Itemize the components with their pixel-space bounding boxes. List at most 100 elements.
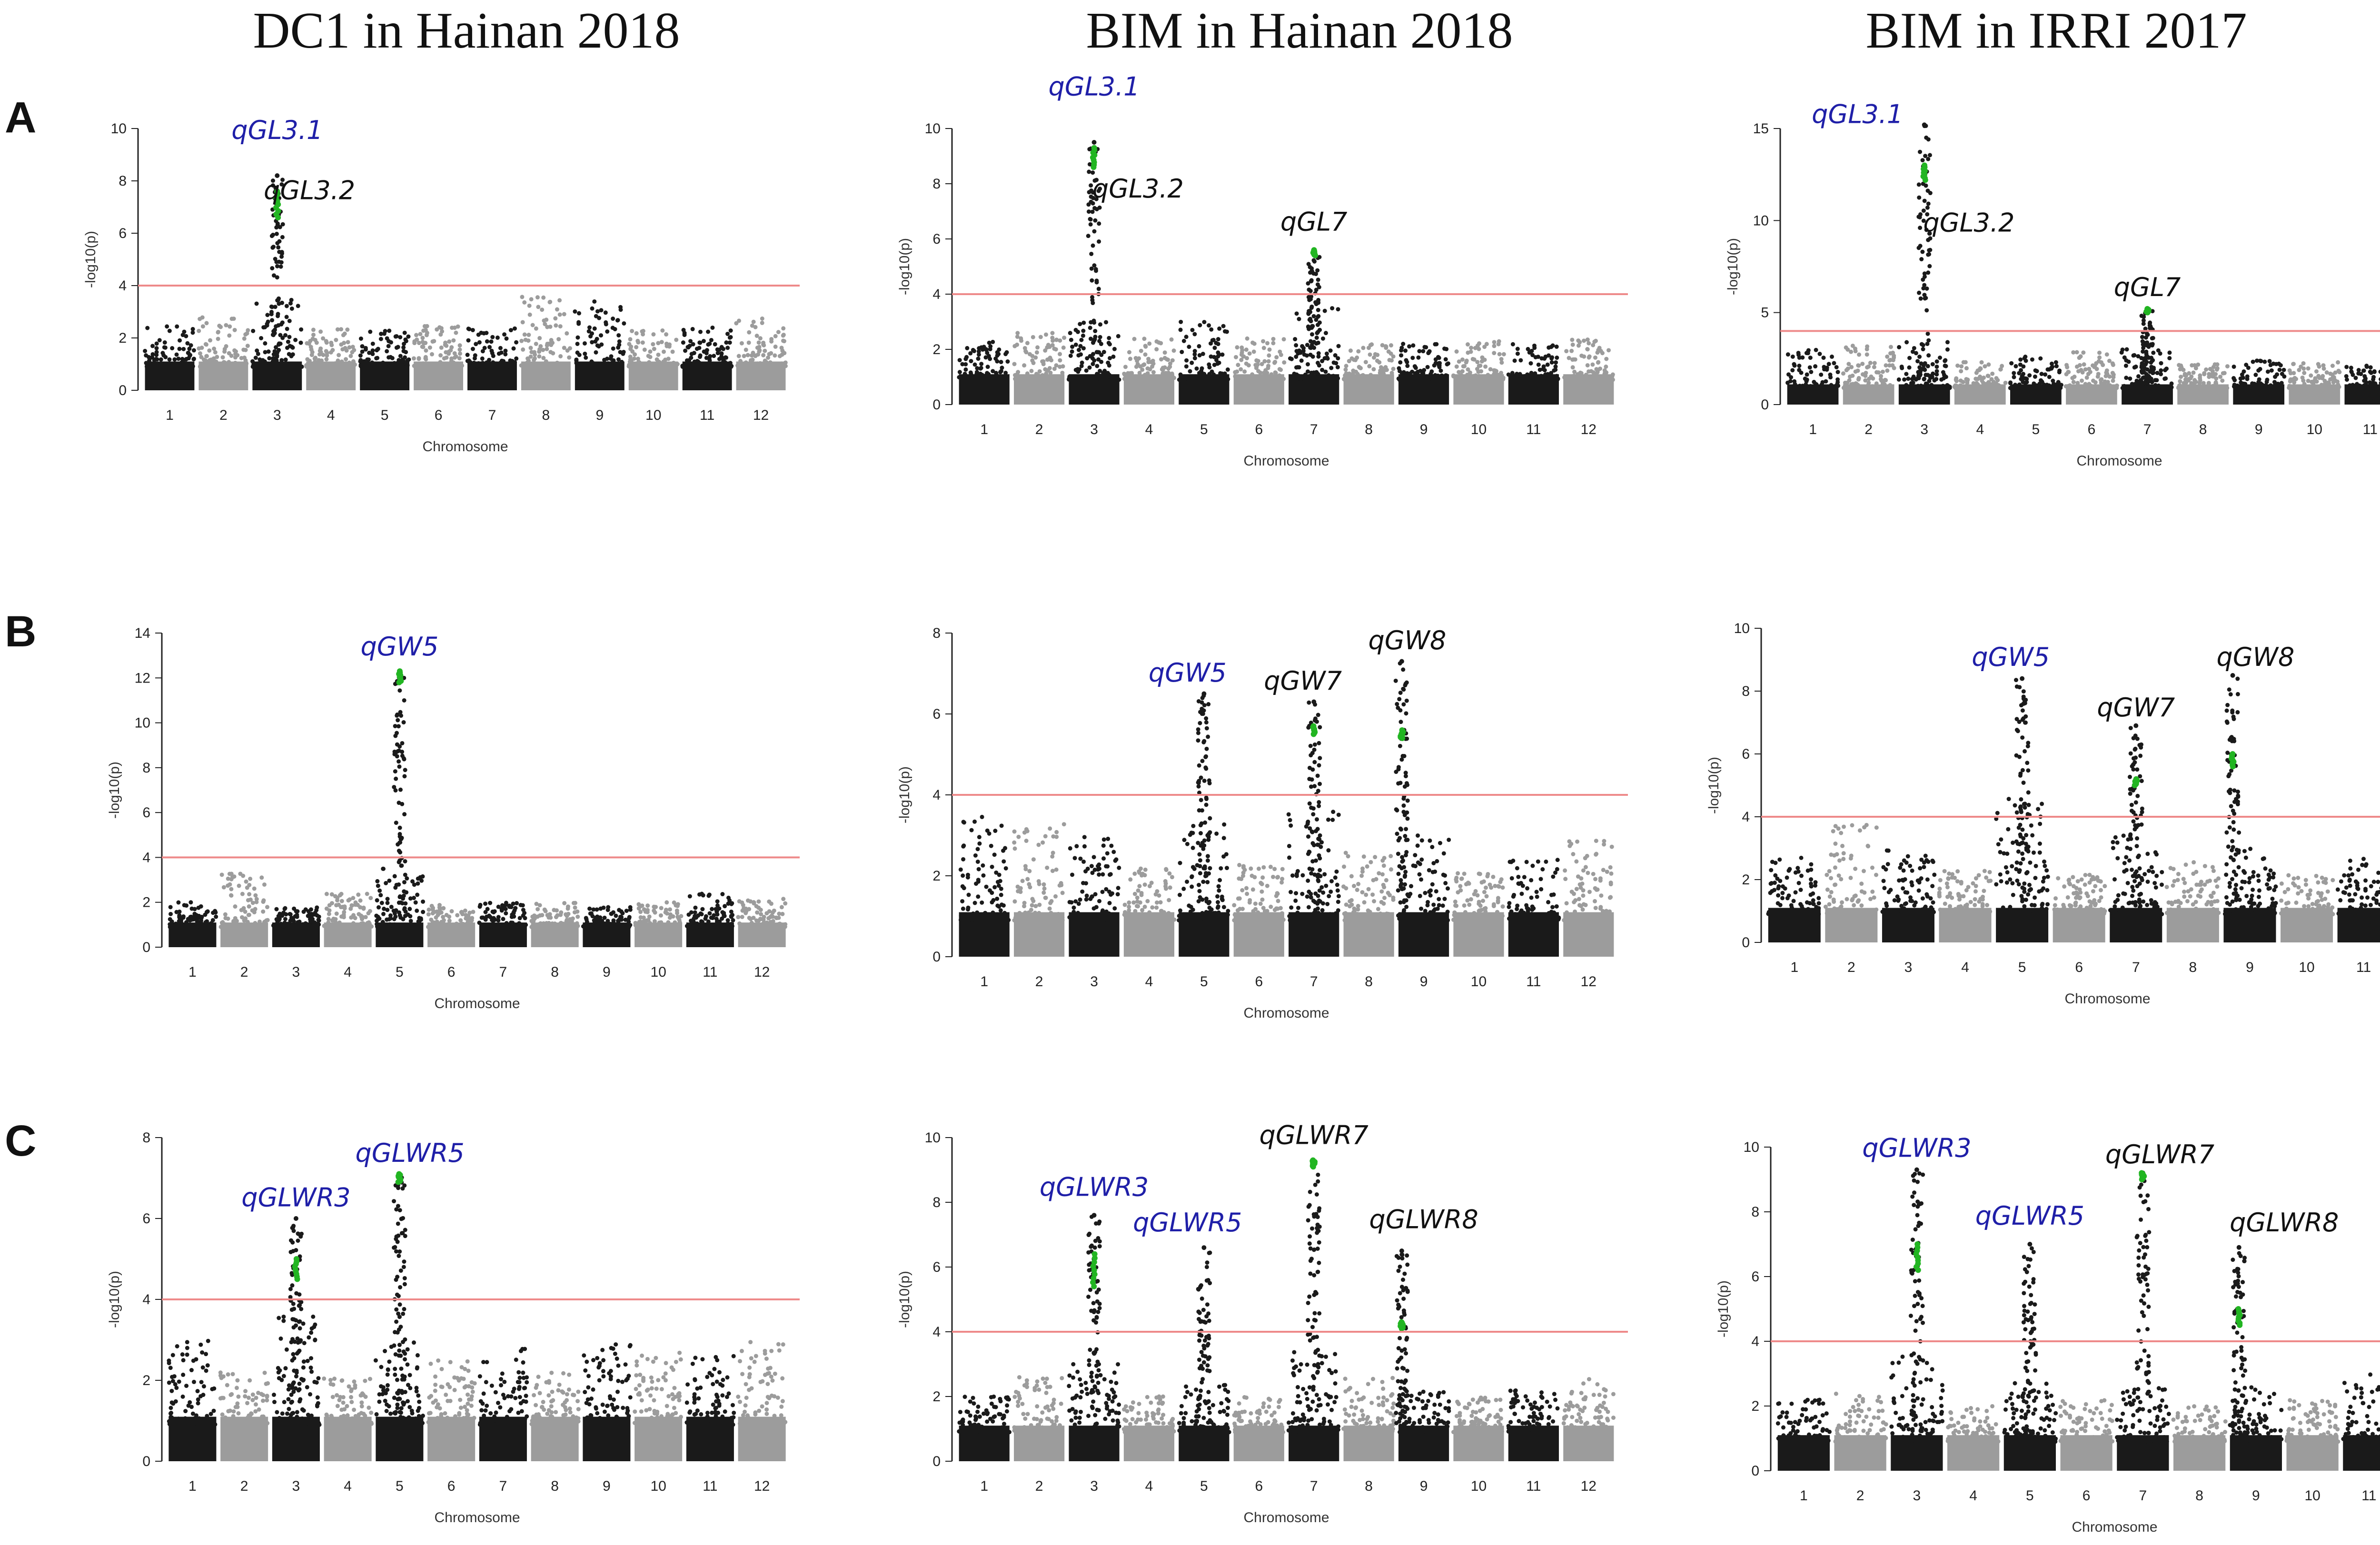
snp-point	[229, 353, 234, 358]
snp-point	[1398, 360, 1403, 365]
snp-point	[963, 367, 968, 372]
snp-point	[466, 327, 471, 331]
snp-point	[694, 915, 699, 920]
snp-point	[1076, 369, 1081, 374]
snp-point	[1250, 375, 1255, 379]
snp-point	[384, 881, 388, 885]
snp-point	[2123, 363, 2128, 368]
snp-point	[1384, 346, 1388, 350]
snp-point	[1184, 335, 1189, 339]
y-tick-label: 0	[1761, 397, 1769, 413]
snp-point	[706, 342, 711, 347]
snp-point	[1171, 348, 1176, 353]
snp-point	[448, 348, 453, 353]
snp-point	[558, 324, 563, 329]
snp-point	[2344, 365, 2349, 369]
snp-point	[642, 347, 647, 352]
snp-point	[1247, 351, 1252, 356]
snp-point	[2156, 348, 2161, 353]
snp-point	[313, 337, 317, 342]
snp-point	[397, 882, 401, 887]
snp-point	[595, 364, 600, 369]
snp-point	[454, 354, 458, 359]
snp-point	[698, 353, 703, 358]
snp-point	[349, 903, 354, 908]
snp-point	[1381, 374, 1386, 378]
snp-point	[1080, 360, 1084, 365]
snp-point	[1297, 317, 1301, 321]
snp-point	[2179, 375, 2183, 379]
snp-point	[276, 296, 281, 301]
snp-point	[528, 354, 533, 359]
snp-point	[2344, 377, 2349, 382]
snp-point	[1365, 377, 1369, 382]
x-axis-label: Chromosome	[1243, 453, 1329, 469]
snp-point	[595, 343, 600, 348]
chromosome-tick-label: 11	[700, 407, 714, 423]
snp-point	[1140, 377, 1144, 382]
snp-point	[396, 842, 400, 847]
snp-point	[1372, 355, 1377, 360]
snp-point	[2178, 379, 2182, 384]
snp-point	[681, 340, 685, 345]
snp-point	[426, 912, 431, 917]
snp-point	[687, 894, 692, 899]
snp-point	[451, 360, 456, 365]
snp-point	[450, 326, 455, 330]
snp-point	[1422, 368, 1427, 373]
snp-point	[573, 309, 577, 314]
snp-point	[1087, 169, 1091, 174]
snp-point	[504, 911, 508, 916]
qtl-label-qgl3-2: qGL3.2	[1092, 174, 1184, 204]
snp-point	[1547, 345, 1551, 350]
snp-point	[1890, 363, 1895, 368]
snp-point	[1908, 386, 1913, 390]
snp-point	[1324, 351, 1329, 356]
snp-point	[647, 914, 652, 919]
snp-point	[760, 320, 764, 325]
snp-point	[403, 901, 408, 906]
snp-point	[1434, 342, 1439, 347]
y-tick-label: 8	[932, 625, 941, 641]
snp-point	[593, 339, 598, 344]
snp-point	[2291, 362, 2296, 366]
snp-point	[1591, 374, 1596, 378]
snp-point	[1825, 367, 1829, 372]
snp-point	[158, 364, 162, 369]
snp-point	[361, 921, 366, 926]
snp-point	[262, 361, 267, 366]
snp-point	[215, 361, 219, 366]
snp-point	[2370, 384, 2375, 388]
snp-point	[293, 337, 298, 342]
snp-point	[178, 338, 182, 343]
snp-point	[396, 718, 400, 723]
snp-point	[2141, 318, 2146, 323]
snp-point	[1316, 307, 1320, 312]
snp-point	[443, 364, 447, 369]
snp-point	[397, 759, 401, 764]
snp-point	[2095, 374, 2100, 379]
snp-point	[169, 911, 173, 916]
snp-point	[1303, 372, 1308, 377]
snp-point	[1254, 358, 1259, 363]
snp-point	[749, 922, 754, 927]
snp-point	[1479, 359, 1484, 364]
snp-point	[449, 356, 454, 361]
snp-point	[1068, 353, 1073, 358]
snp-point	[1879, 374, 1884, 378]
snp-point	[2231, 364, 2236, 369]
snp-point	[399, 836, 404, 841]
snp-point	[1129, 371, 1134, 376]
snp-point	[1805, 377, 1809, 382]
snp-point	[649, 364, 654, 368]
snp-point	[2306, 366, 2311, 371]
snp-point	[1917, 195, 1922, 200]
snp-point	[740, 924, 744, 929]
snp-point	[1315, 376, 1319, 380]
snp-point	[779, 905, 784, 910]
snp-point	[296, 304, 300, 308]
chromosome-tick-label: 10	[1471, 422, 1487, 437]
snp-point	[1058, 338, 1062, 343]
snp-point	[657, 921, 662, 925]
snp-point	[715, 924, 720, 929]
